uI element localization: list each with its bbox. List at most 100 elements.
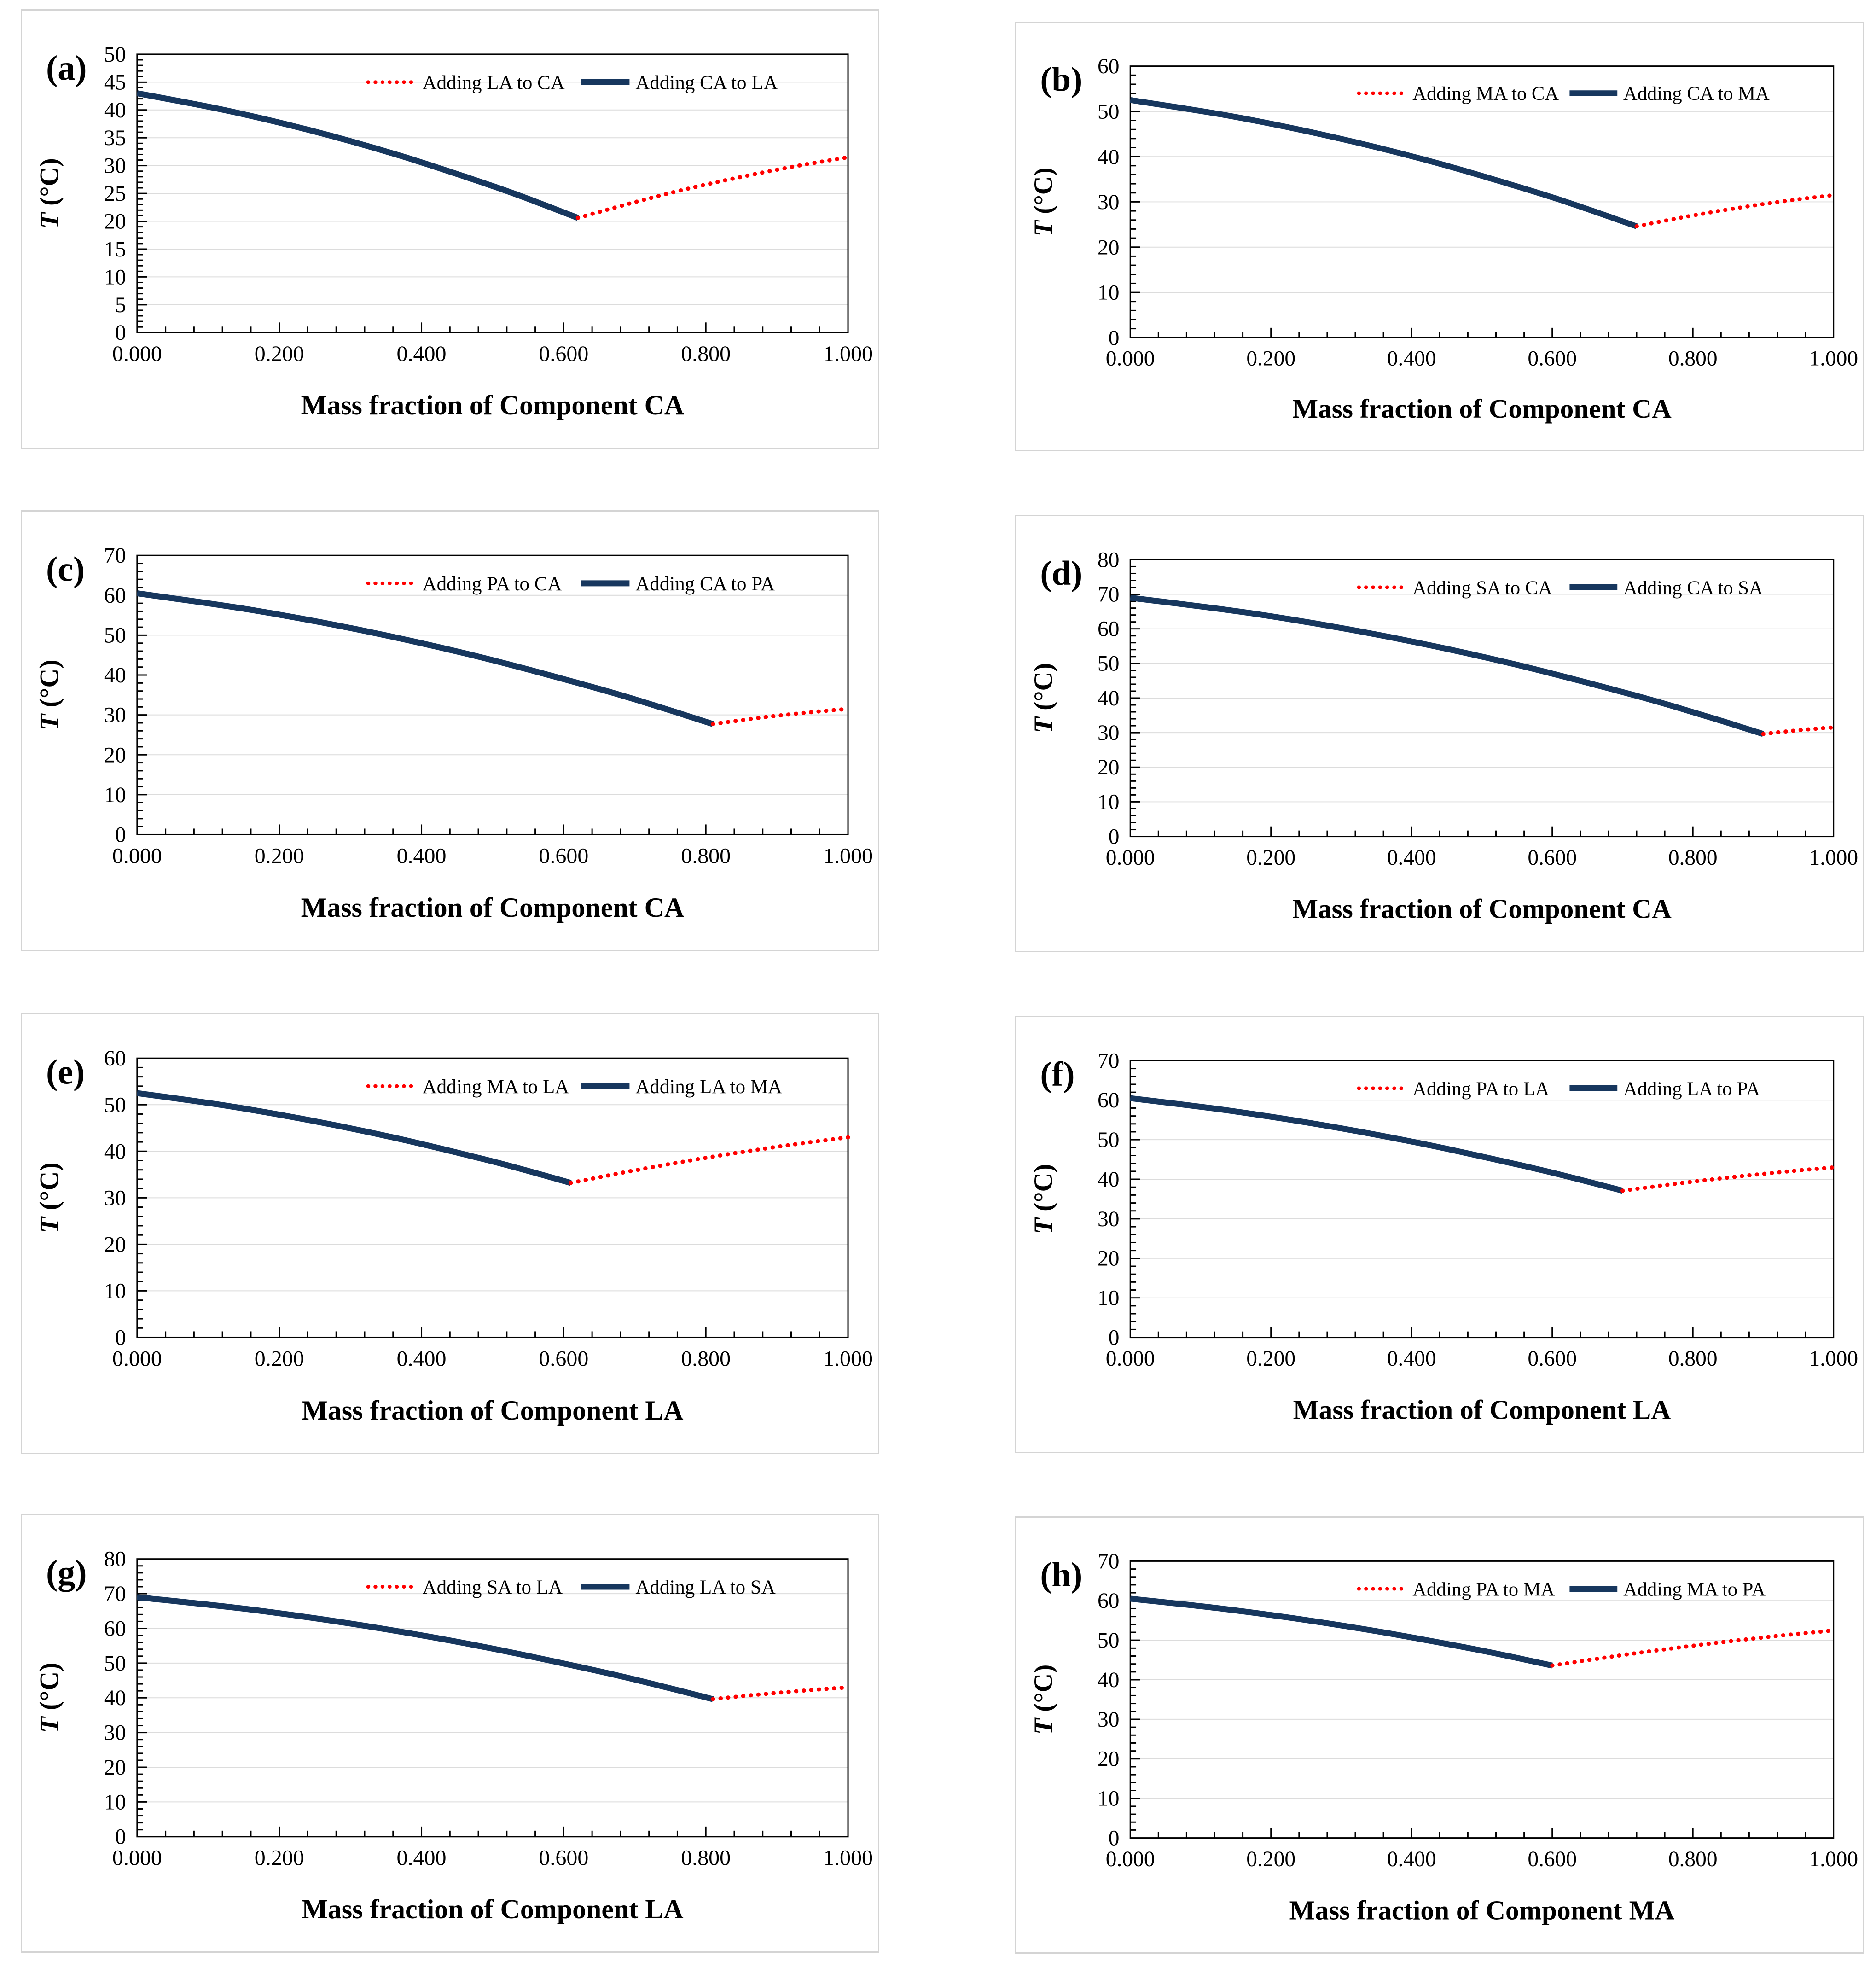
y-tick-label: 45 <box>104 70 126 94</box>
legend-label: Adding LA to PA <box>1623 1078 1760 1100</box>
y-tick-label: 60 <box>1098 1589 1119 1613</box>
chart-e: 0.000 0.200 0.400 0.600 0.800 1.000 0 10 20 30 40 5… <box>34 1046 873 1426</box>
legend-label: Adding SA to CA <box>1412 577 1552 599</box>
y-tick-label: 30 <box>104 1721 126 1745</box>
series-adding-ma-to-ca <box>1634 193 1836 228</box>
y-tick-label: 20 <box>104 1755 126 1780</box>
y-tick-label: 20 <box>1098 1747 1119 1771</box>
y-tick-label: 10 <box>1098 1286 1119 1310</box>
panel-b: 0.000 0.200 0.400 0.600 0.800 1.000 0 10 20 30 40 5… <box>1015 22 1864 451</box>
y-tick-label: 50 <box>104 42 126 67</box>
x-tick-label: 1.000 <box>823 342 873 366</box>
series-adding-la-to-sa <box>137 1594 714 1702</box>
x-tick-label: 0.400 <box>397 1347 447 1371</box>
y-tick-label: 50 <box>1098 100 1119 124</box>
x-axis-title: Mass fraction of Component LA <box>1293 1394 1671 1425</box>
y-tick-label: 40 <box>104 98 126 122</box>
legend-item-adding-pa-to-ma: Adding PA to MA <box>1357 1578 1555 1600</box>
panel-label: (c) <box>46 550 85 588</box>
y-tick-label: 40 <box>1098 145 1119 169</box>
y-tick-label: 25 <box>104 181 126 206</box>
series-adding-la-to-ma <box>136 1090 572 1186</box>
panel-h: 0.000 0.200 0.400 0.600 0.800 1.000 0 10 20 30 40 5… <box>1015 1516 1864 1954</box>
y-tick-label: 10 <box>104 1790 126 1814</box>
y-tick-label: 10 <box>104 1279 126 1303</box>
legend-item-adding-ca-to-ma: Adding CA to MA <box>1569 83 1770 105</box>
y-tick-label: 40 <box>1098 1668 1119 1692</box>
y-axis-title: T (°C) <box>34 158 64 228</box>
legend-item-adding-la-to-ca: Adding LA to CA <box>366 72 565 93</box>
chart-h: 0.000 0.200 0.400 0.600 0.800 1.000 0 10 20 30 40 5… <box>1029 1549 1858 1925</box>
y-axis-symbol: T <box>34 1216 64 1233</box>
panel-label: (e) <box>46 1053 85 1091</box>
y-tick-label: 30 <box>1098 190 1119 214</box>
legend-item-adding-ca-to-pa: Adding CA to PA <box>581 573 775 595</box>
y-tick-label: 10 <box>104 783 126 807</box>
x-axis-title: Mass fraction of Component CA <box>1292 394 1672 424</box>
x-tick-label: 0.600 <box>1528 1347 1577 1371</box>
y-tick-label: 20 <box>1098 236 1119 260</box>
y-axis-unit: (°C) <box>34 1162 64 1217</box>
y-tick-label: 60 <box>1098 617 1119 641</box>
y-tick-label: 30 <box>104 154 126 178</box>
y-tick-label: 0 <box>1109 1826 1120 1850</box>
y-tick-label: 20 <box>104 1232 126 1257</box>
series-adding-ma-to-pa <box>1130 1595 1553 1669</box>
x-tick-label: 0.200 <box>255 1846 304 1870</box>
y-axis-symbol: T <box>34 1716 64 1733</box>
legend-label: Adding CA to SA <box>1623 577 1763 599</box>
series-adding-pa-to-la <box>1620 1165 1836 1193</box>
y-tick-label: 10 <box>1098 790 1119 814</box>
y-axis-symbol: T <box>1029 1717 1058 1735</box>
x-tick-label: 1.000 <box>1809 347 1858 371</box>
legend-label: Adding CA to PA <box>635 573 775 595</box>
panel-label: (a) <box>46 49 87 87</box>
x-tick-label: 0.400 <box>397 1846 447 1870</box>
legend-label: Adding LA to CA <box>423 72 565 93</box>
y-tick-label: 40 <box>104 1686 126 1710</box>
legend-label: Adding LA to MA <box>635 1076 782 1098</box>
y-tick-label: 50 <box>104 1093 126 1117</box>
y-tick-label: 40 <box>1098 1168 1119 1192</box>
x-axis-title: Mass fraction of Component CA <box>301 892 685 923</box>
y-tick-label: 60 <box>1098 54 1119 78</box>
y-tick-label: 30 <box>1098 721 1119 745</box>
legend-label: Adding MA to PA <box>1623 1578 1766 1600</box>
x-tick-label: 1.000 <box>1809 846 1858 870</box>
y-axis-symbol: T <box>1029 716 1058 733</box>
x-axis-title: Mass fraction of Component CA <box>1292 893 1672 924</box>
y-tick-label: 80 <box>104 1547 126 1572</box>
legend-label: Adding MA to LA <box>423 1076 569 1098</box>
panel-g: 0.000 0.200 0.400 0.600 0.800 1.000 0 10 20 30 40 5… <box>21 1514 879 1953</box>
y-tick-label: 60 <box>104 583 126 608</box>
plot-area-border <box>136 554 849 835</box>
x-tick-label: 0.600 <box>539 342 588 366</box>
y-tick-label: 20 <box>104 210 126 234</box>
legend-label: Adding CA to MA <box>1623 83 1770 105</box>
panel-a: 0.000 0.200 0.400 0.600 0.800 1.000 0 5 10 15 20 25… <box>21 9 879 449</box>
y-tick-label: 70 <box>104 1582 126 1606</box>
y-tick-label: 60 <box>1098 1089 1119 1112</box>
panel-c: 0.000 0.200 0.400 0.600 0.800 1.000 0 10 20 30 40 5… <box>21 510 879 951</box>
y-tick-label: 40 <box>104 663 126 687</box>
y-axis-unit: (°C) <box>34 659 64 714</box>
y-tick-label: 15 <box>104 237 126 262</box>
y-tick-label: 20 <box>1098 1247 1119 1271</box>
x-tick-label: 0.200 <box>255 342 304 366</box>
y-tick-label: 30 <box>1098 1207 1119 1231</box>
chart-f: 0.000 0.200 0.400 0.600 0.800 1.000 0 10 20 30 40 5… <box>1029 1049 1858 1425</box>
y-tick-label: 0 <box>1109 1326 1120 1350</box>
y-axis-title: T (°C) <box>1029 1665 1058 1735</box>
x-axis-title: Mass fraction of Component LA <box>302 1395 683 1426</box>
panel-e: 0.000 0.200 0.400 0.600 0.800 1.000 0 10 20 30 40 5… <box>21 1013 879 1454</box>
y-tick-label: 50 <box>1098 652 1119 676</box>
y-axis-symbol: T <box>34 713 64 730</box>
y-tick-label: 50 <box>1098 1128 1119 1152</box>
y-tick-label: 50 <box>104 623 126 647</box>
x-tick-label: 0.000 <box>1106 846 1155 870</box>
y-tick-label: 80 <box>1098 548 1119 572</box>
series-adding-sa-to-la <box>711 1685 850 1701</box>
legend-item-adding-sa-to-ca: Adding SA to CA <box>1357 577 1552 599</box>
x-tick-label: 0.200 <box>1246 347 1295 371</box>
legend-item-adding-la-to-sa: Adding LA to SA <box>581 1577 776 1598</box>
